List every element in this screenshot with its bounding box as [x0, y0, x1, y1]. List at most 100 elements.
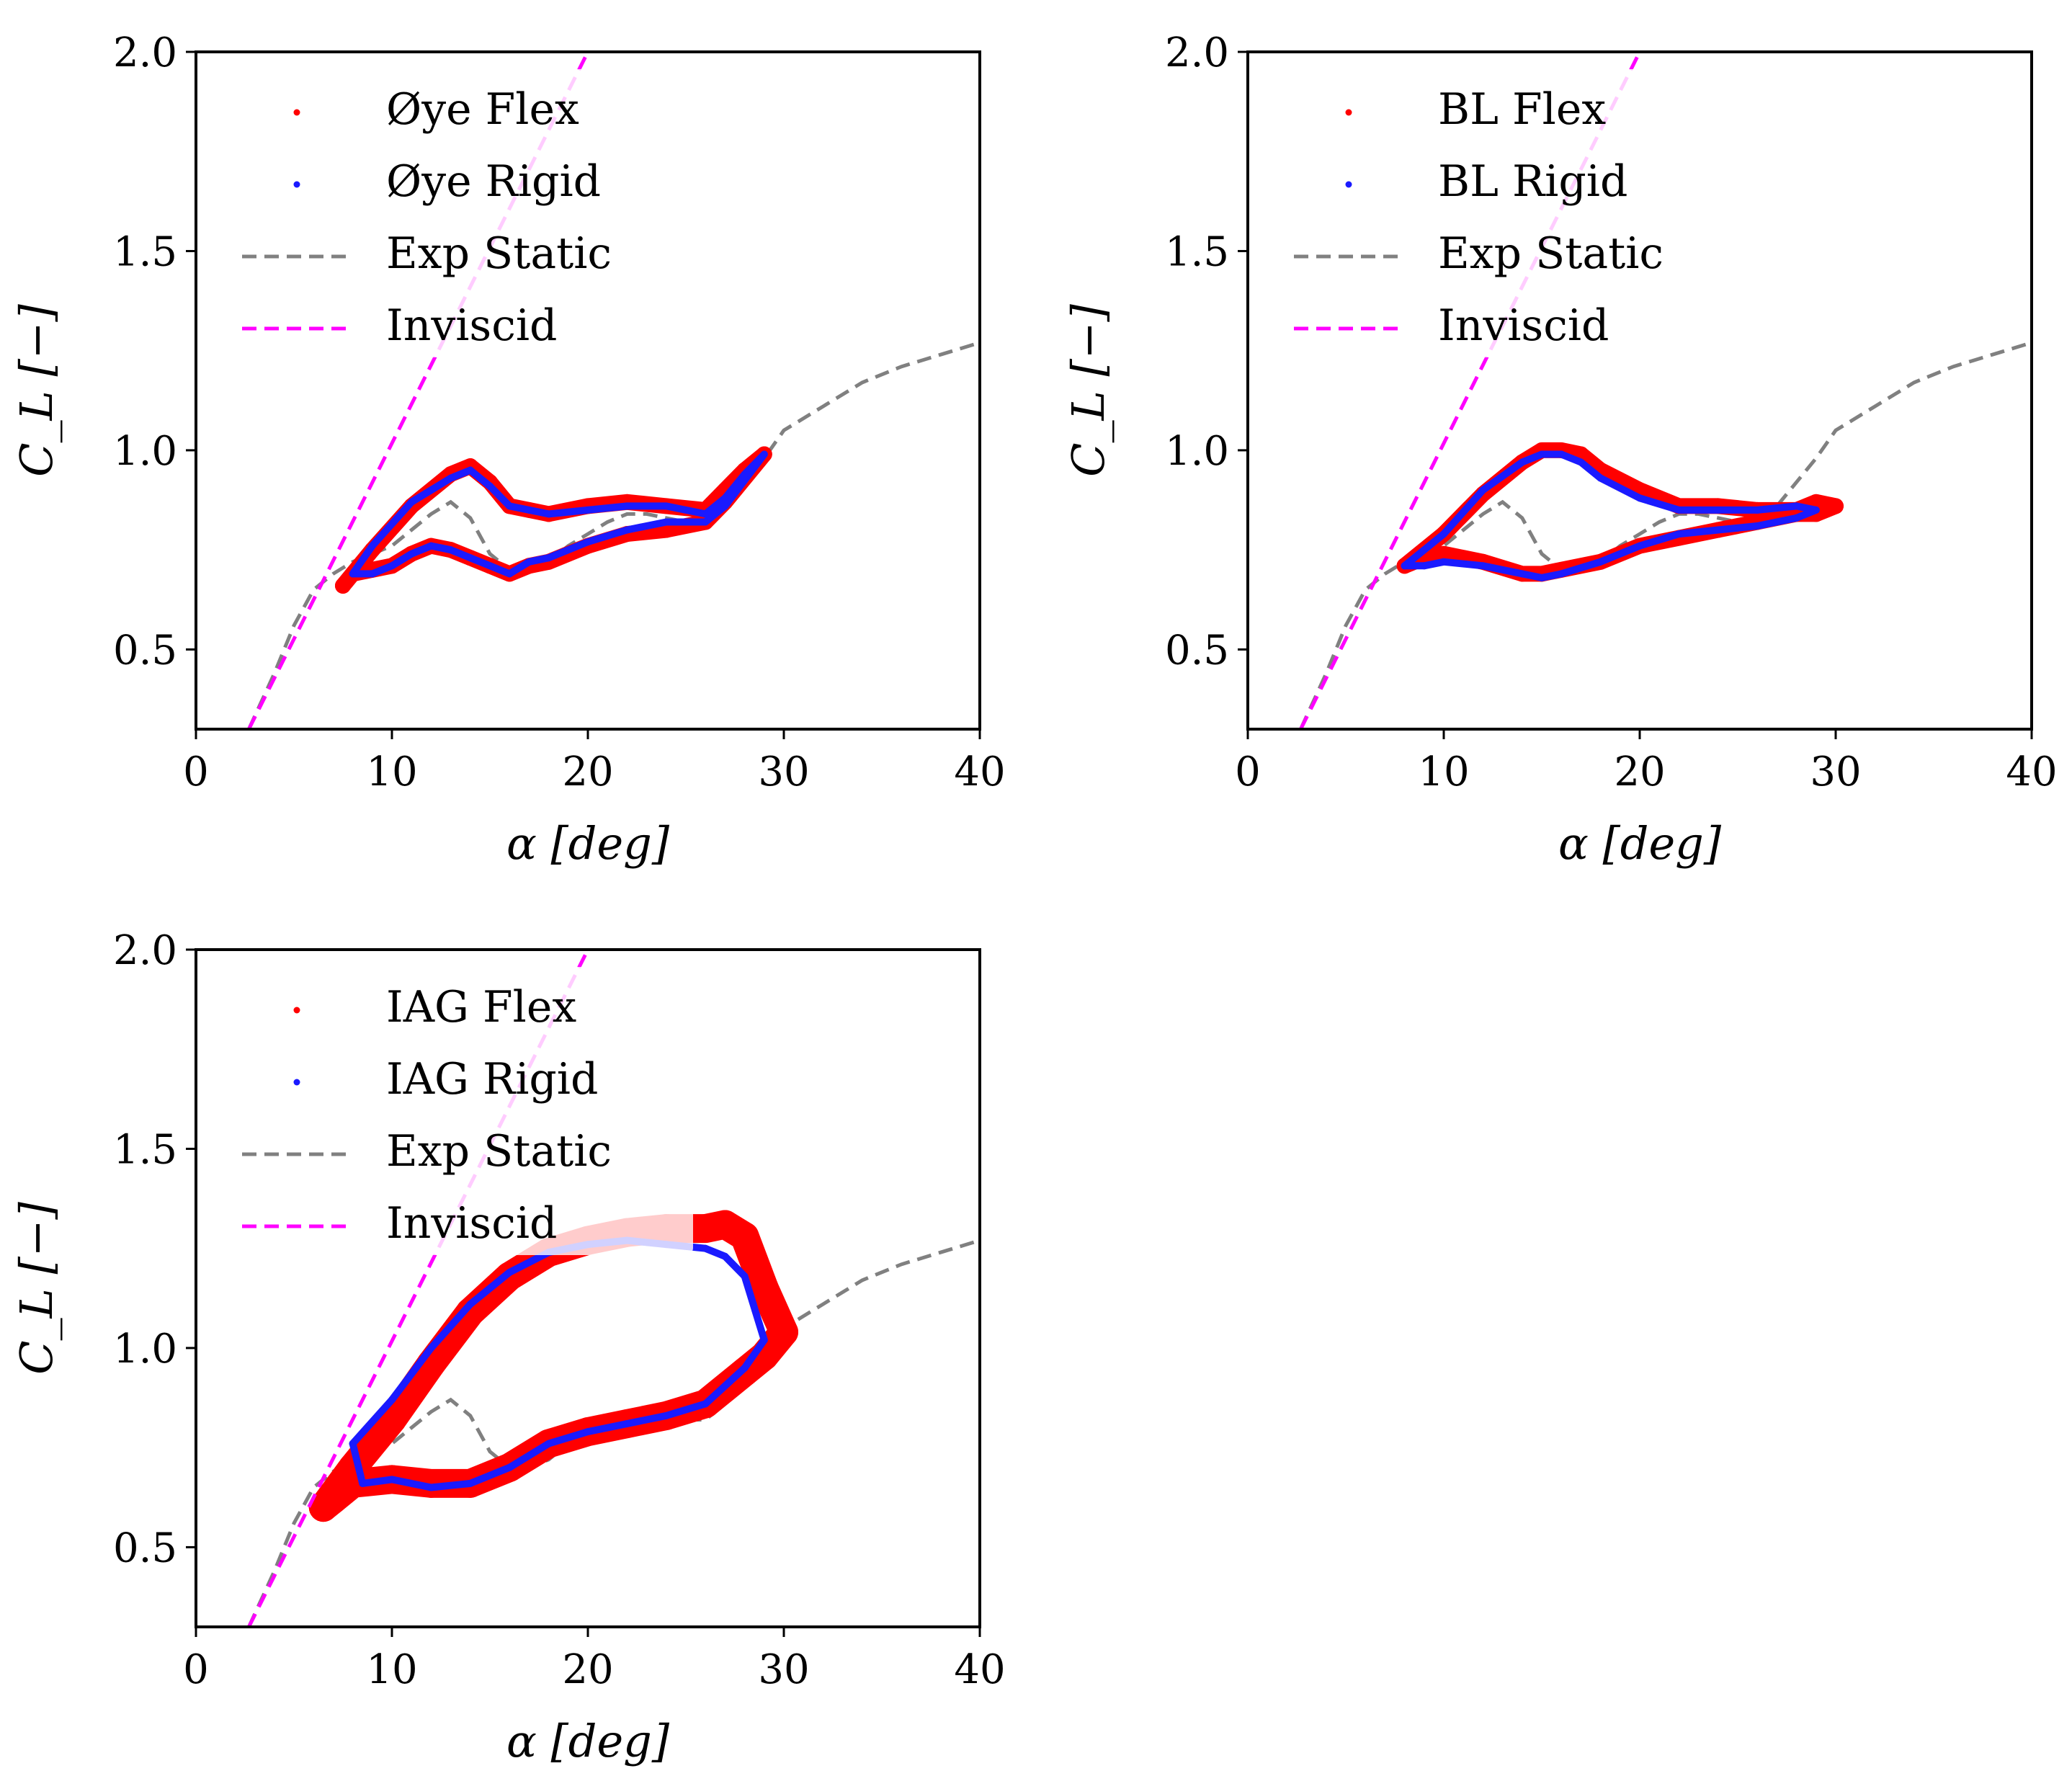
point-rigid	[1577, 458, 1585, 466]
legend-label: IAG Rigid	[386, 1054, 598, 1105]
point-rigid	[466, 554, 474, 562]
point-rigid	[388, 562, 396, 570]
legend: Øye Flex Øye Rigid Exp Static Inviscid	[225, 69, 693, 357]
point-rigid	[1440, 530, 1447, 538]
legend-label: IAG Flex	[386, 982, 576, 1032]
x-axis-label: α [deg]	[1558, 817, 1722, 870]
y-axis-label: C_L [−]	[10, 303, 63, 476]
point-rigid	[408, 550, 416, 558]
y-tick-label: 1.0	[113, 428, 177, 475]
y-tick-label: 0.5	[113, 1525, 177, 1571]
panel-top-right: 0 10 20 30 40 0.5 1.0 1.5 2.0 α [deg] C_L [−] BL Fl…	[1062, 30, 2058, 870]
point-rigid	[760, 1336, 768, 1344]
point-flex	[1828, 498, 1844, 514]
point-rigid	[623, 502, 631, 510]
x-tick-label: 20	[1614, 749, 1665, 795]
point-rigid	[702, 1244, 710, 1252]
series-rigid	[1401, 450, 1820, 581]
legend-label: Exp Static	[386, 228, 612, 279]
x-tick-label: 30	[1810, 749, 1861, 795]
point-rigid	[1714, 526, 1722, 534]
point-flex	[335, 577, 351, 594]
point-rigid	[584, 1428, 591, 1436]
legend-label: BL Flex	[1438, 84, 1606, 135]
point-rigid	[721, 1252, 729, 1260]
point-rigid	[1440, 558, 1447, 566]
x-axis-label: α [deg]	[506, 817, 670, 870]
point-rigid	[466, 466, 474, 474]
point-rigid	[662, 1411, 670, 1419]
x-tick-label: 10	[366, 1646, 417, 1693]
y-tick-label: 1.5	[113, 1126, 177, 1173]
point-rigid	[662, 518, 670, 526]
legend-label: BL Rigid	[1438, 156, 1627, 207]
point-rigid	[702, 510, 710, 518]
y-tick-label: 1.5	[1165, 228, 1229, 275]
point-rigid	[1538, 450, 1545, 458]
point-rigid	[1792, 502, 1800, 510]
point-rigid	[388, 1396, 396, 1404]
point-rigid	[1401, 562, 1408, 570]
point-rigid	[466, 1479, 474, 1487]
series-flex-loop	[308, 1210, 798, 1522]
point-rigid	[623, 526, 631, 534]
point-rigid	[1675, 506, 1683, 514]
point-rigid	[1636, 494, 1643, 502]
point-rigid	[545, 554, 553, 562]
point-rigid	[1479, 562, 1487, 570]
x-tick-label: 40	[954, 1646, 1005, 1693]
point-rigid	[1518, 458, 1526, 466]
point-flex	[730, 1222, 759, 1252]
point-rigid	[368, 542, 376, 550]
legend-box	[225, 967, 693, 1255]
x-tick-label: 10	[366, 749, 417, 795]
x-tick-label: 40	[2006, 749, 2057, 795]
point-rigid	[427, 542, 435, 550]
point-flex	[769, 1317, 798, 1347]
x-tick-label: 10	[1418, 749, 1469, 795]
y-tick-label: 1.0	[1165, 428, 1229, 475]
point-rigid	[349, 570, 357, 578]
legend-marker-flex	[1345, 109, 1352, 116]
point-rigid	[1597, 558, 1604, 566]
point-rigid	[545, 1440, 553, 1447]
point-rigid	[506, 570, 514, 578]
point-rigid	[1714, 506, 1722, 514]
x-tick-label: 0	[1235, 749, 1261, 795]
point-rigid	[506, 502, 514, 510]
point-rigid	[506, 1268, 514, 1276]
point-rigid	[349, 1440, 357, 1447]
point-rigid	[1479, 486, 1487, 494]
point-rigid	[1558, 570, 1566, 578]
point-rigid	[466, 1301, 474, 1308]
point-rigid	[486, 482, 494, 490]
point-rigid	[741, 1272, 749, 1280]
x-tick-label: 20	[562, 1646, 613, 1693]
legend-marker-rigid	[293, 1079, 300, 1086]
point-rigid	[427, 1344, 435, 1352]
point-rigid	[584, 506, 591, 514]
point-rigid	[359, 1479, 367, 1487]
y-tick-label: 1.0	[113, 1326, 177, 1373]
point-rigid	[721, 494, 729, 502]
point-rigid	[388, 1476, 396, 1484]
point-rigid	[1792, 514, 1800, 522]
point-rigid	[1754, 522, 1761, 530]
legend-marker-flex	[293, 1007, 300, 1014]
point-rigid	[486, 562, 494, 570]
point-rigid	[760, 450, 768, 458]
legend-marker-rigid	[293, 181, 300, 188]
point-flex	[416, 1468, 446, 1498]
point-rigid	[525, 558, 533, 566]
point-rigid	[447, 546, 455, 554]
point-rigid	[741, 470, 749, 478]
point-rigid	[427, 1484, 435, 1491]
legend-label: Øye Flex	[386, 84, 579, 135]
legend-label: Inviscid	[386, 300, 557, 351]
panel-bottom-left: 0 10 20 30 40 0.5 1.0 1.5 2.0 α [deg] C_L [−] IAG F…	[10, 927, 1006, 1767]
x-tick-label: 0	[183, 749, 209, 795]
x-tick-label: 30	[758, 749, 809, 795]
point-flex	[1436, 545, 1452, 562]
point-rigid	[1420, 562, 1428, 570]
point-rigid	[741, 1364, 749, 1372]
